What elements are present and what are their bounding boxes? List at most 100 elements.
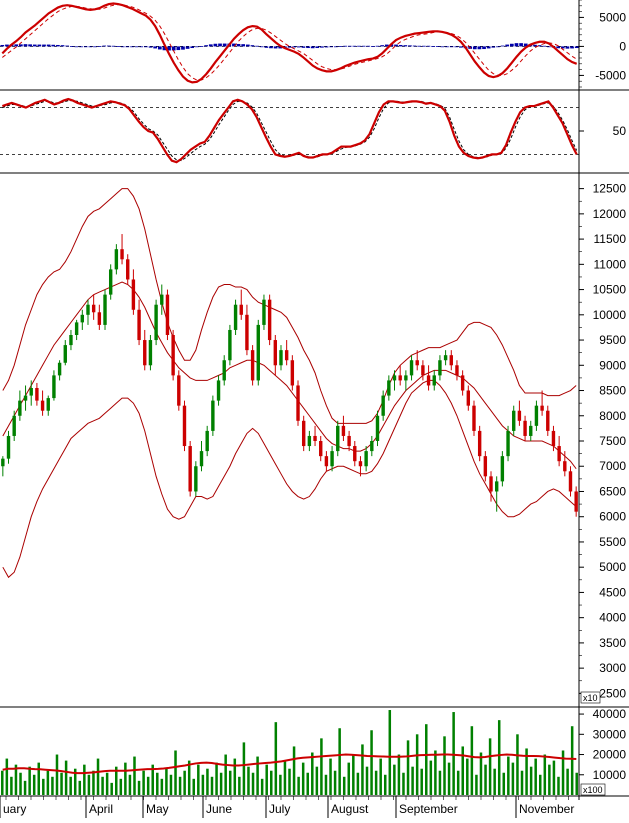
- candle-body-down: [523, 420, 527, 436]
- price-y-tick-label: 10000: [593, 308, 627, 322]
- candle-body-up: [1, 458, 5, 467]
- volume-bar: [374, 770, 378, 795]
- macd-histogram-bar: [60, 45, 65, 47]
- macd-histogram-bar: [315, 46, 320, 49]
- volume-bar: [415, 734, 419, 795]
- price-y-tick-label: 9000: [599, 358, 626, 372]
- candle-body-up: [233, 304, 238, 330]
- candle-body-down: [313, 435, 317, 441]
- volume-bar: [32, 774, 36, 795]
- macd-histogram-bar: [250, 45, 255, 47]
- volume-bar: [324, 774, 328, 795]
- candle-body-up: [63, 345, 67, 363]
- macd-histogram-bar: [459, 46, 463, 48]
- macd-histogram-bar: [375, 45, 380, 47]
- volume-bar: [507, 756, 510, 795]
- volume-bar: [552, 760, 556, 795]
- macd-histogram-bar: [32, 44, 37, 47]
- stochastic-y-tick-label: 50: [613, 124, 627, 138]
- macd-histogram-bar: [357, 45, 361, 47]
- candle-body-up: [108, 269, 113, 295]
- volume-scale-note-box: [580, 783, 606, 796]
- volume-y-tick-label: 30000: [593, 727, 627, 741]
- volume-bar: [438, 770, 442, 795]
- volume-bar: [379, 758, 382, 795]
- macd-histogram-bar: [380, 45, 384, 47]
- volume-bar: [156, 772, 159, 795]
- macd-histogram-bar: [333, 46, 338, 48]
- volume-bar: [575, 772, 578, 795]
- macd-histogram-bar: [195, 46, 199, 48]
- macd-histogram-bar: [361, 45, 366, 47]
- macd-histogram-bar: [301, 46, 306, 48]
- volume-bar: [525, 748, 528, 795]
- candle-body-down: [137, 309, 141, 341]
- candle-body-down: [557, 446, 561, 462]
- volume-bar: [566, 768, 569, 795]
- volume-bar: [256, 756, 259, 795]
- price-y-tick-label: 11500: [594, 232, 627, 246]
- volume-bar: [516, 734, 519, 795]
- macd-histogram-bar: [412, 45, 417, 47]
- price-y-tick-label: 7500: [599, 434, 626, 448]
- macd-histogram-bar: [190, 46, 195, 49]
- volume-bar: [69, 776, 72, 795]
- volume-bar: [466, 758, 469, 795]
- macd-histogram-bar: [306, 46, 310, 49]
- price-y-tick-label: 6000: [599, 510, 626, 524]
- volume-bar: [393, 764, 396, 795]
- candle-body-up: [432, 375, 436, 386]
- volume-bar: [1, 770, 4, 795]
- price-y-tick-label: 12500: [593, 182, 627, 196]
- volume-bar: [133, 756, 136, 795]
- volume-bar: [502, 772, 506, 795]
- candle-body-down: [301, 420, 306, 447]
- volume-bar: [356, 772, 360, 795]
- volume-bar: [434, 750, 437, 795]
- macd-histogram-bar: [185, 46, 190, 49]
- volume-scale-note: x100: [583, 785, 603, 795]
- volume-bar: [115, 766, 118, 795]
- macd-y-tick-label: -5000: [595, 68, 626, 82]
- macd-histogram-bar: [269, 46, 273, 49]
- macd-histogram-bar: [491, 46, 496, 48]
- candle-body-up: [256, 324, 260, 381]
- macd-histogram-bar: [148, 46, 153, 48]
- candle-body-up: [12, 415, 16, 436]
- candle-body-down: [466, 390, 471, 406]
- volume-bar: [311, 752, 314, 795]
- macd-histogram-bar: [449, 46, 454, 48]
- macd-histogram-bar: [46, 44, 51, 47]
- macd-histogram-bar: [352, 45, 357, 47]
- macd-histogram-bar: [435, 46, 440, 47]
- candle-body-down: [250, 350, 255, 381]
- candle-body-down: [574, 491, 578, 512]
- x-axis-month-label: uary: [3, 802, 26, 816]
- volume-bar: [233, 758, 237, 795]
- macd-histogram-bar: [23, 44, 28, 47]
- volume-bar: [60, 772, 63, 795]
- volume-bar: [251, 772, 255, 795]
- macd-histogram-bar: [570, 46, 574, 49]
- volume-bar: [64, 760, 68, 795]
- candle-body-up: [387, 380, 391, 396]
- candle-body-down: [284, 350, 289, 361]
- volume-bar: [260, 778, 264, 795]
- candle-body-down: [319, 441, 323, 457]
- candle-body-up: [494, 481, 499, 492]
- candle-body-up: [86, 304, 90, 315]
- macd-histogram-bar: [556, 46, 561, 49]
- macd-histogram-bar: [445, 46, 449, 48]
- volume-bar: [224, 754, 227, 795]
- volume-bar: [452, 712, 455, 795]
- candle-body-down: [358, 461, 363, 467]
- candle-body-down: [426, 375, 431, 386]
- price-y-tick-label: 3500: [599, 636, 626, 650]
- volume-bar: [443, 736, 446, 795]
- macd-histogram-bar: [83, 46, 88, 48]
- candle-body-down: [40, 400, 45, 411]
- macd-histogram-bar: [134, 46, 139, 48]
- macd-histogram-bar: [523, 43, 528, 47]
- x-axis-month-label: August: [331, 802, 369, 816]
